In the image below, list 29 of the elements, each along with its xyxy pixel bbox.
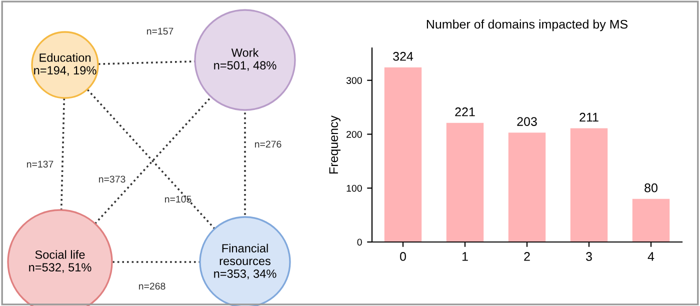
x-tick-label: 3: [586, 252, 592, 261]
bar: [508, 132, 546, 242]
y-tick-label: 100: [346, 184, 362, 192]
text: n=137: [26, 160, 54, 168]
text: n=157: [146, 28, 174, 35]
text: n=532, 51%: [29, 263, 92, 273]
category-label: Education: [40, 53, 90, 62]
bar: [632, 198, 670, 242]
y-tick-label: 0: [357, 238, 362, 246]
text: n=353, 34%: [214, 270, 276, 280]
chart-title: Number of domains impacted by MS: [426, 19, 628, 32]
x-tick-label: 2: [524, 252, 530, 261]
bar: [384, 67, 422, 242]
y-tick-label: 300: [346, 77, 362, 84]
y-axis-title: Frequency: [329, 115, 341, 174]
category-label: Work: [231, 48, 259, 57]
text: n=268: [138, 282, 166, 290]
data-label: 324: [393, 52, 414, 61]
data-label: 203: [517, 117, 537, 126]
y-tick-label: 200: [346, 130, 362, 138]
x-tick-label: 1: [462, 252, 468, 261]
bar: [446, 122, 484, 242]
text: n=276: [254, 140, 282, 148]
data-label: 80: [644, 183, 658, 192]
bar: [570, 128, 608, 242]
data-label: 211: [580, 112, 598, 122]
x-tick-label: 0: [400, 252, 406, 261]
x-tick-label: 4: [648, 252, 654, 261]
data-label: 221: [455, 107, 475, 116]
